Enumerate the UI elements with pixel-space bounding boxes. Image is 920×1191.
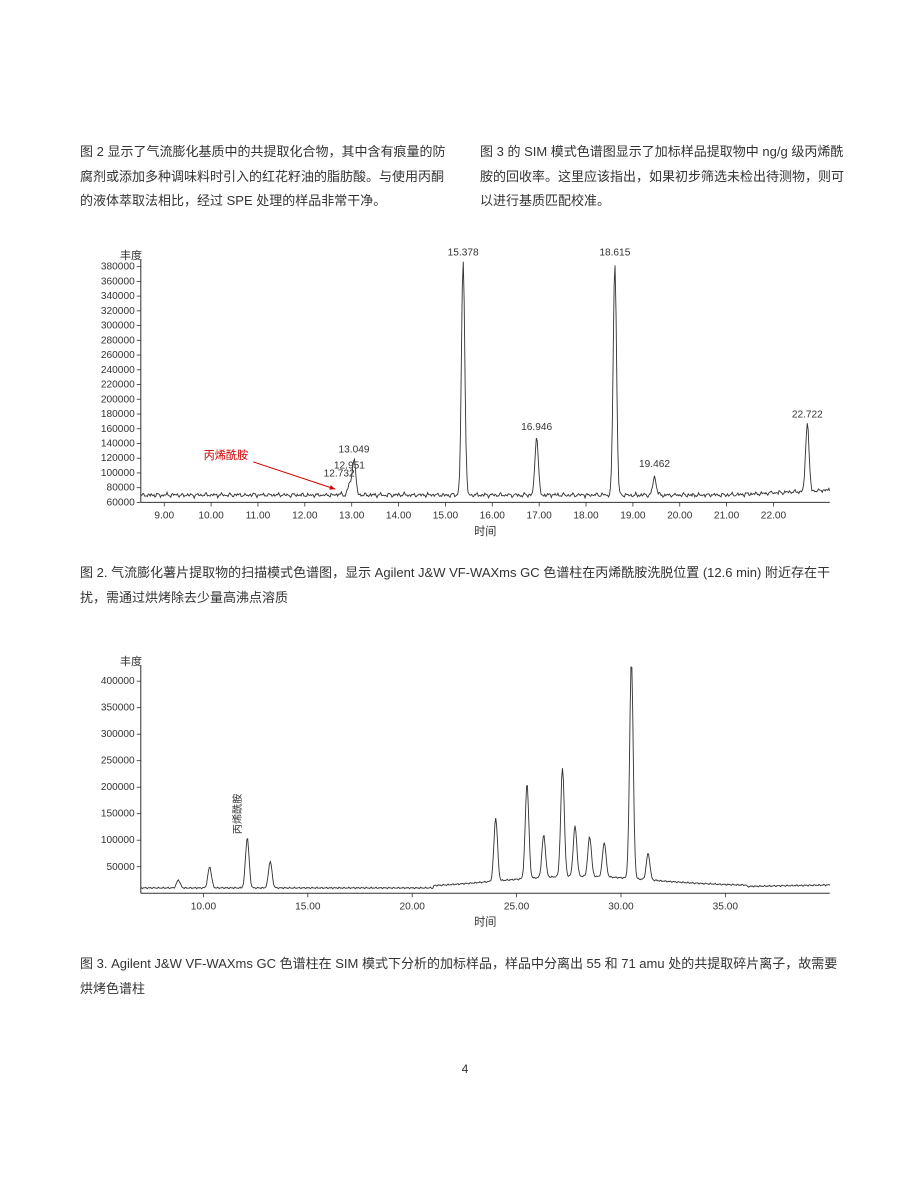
svg-text:360000: 360000 — [101, 276, 135, 287]
svg-text:50000: 50000 — [107, 862, 136, 873]
svg-text:280000: 280000 — [101, 335, 135, 346]
svg-text:240000: 240000 — [101, 365, 135, 376]
svg-text:160000: 160000 — [101, 424, 135, 435]
svg-text:19.462: 19.462 — [639, 459, 670, 470]
svg-text:20.00: 20.00 — [667, 511, 693, 522]
svg-text:380000: 380000 — [101, 262, 135, 273]
svg-text:19.00: 19.00 — [620, 511, 646, 522]
chart-1-container: 丰度 60000 80000 100000 120000 140000 160000 180… — [80, 239, 850, 543]
svg-text:100000: 100000 — [101, 836, 135, 847]
svg-text:80000: 80000 — [107, 483, 136, 494]
svg-text:300000: 300000 — [101, 730, 135, 741]
svg-text:22.722: 22.722 — [792, 410, 823, 421]
svg-text:300000: 300000 — [101, 321, 135, 332]
page-number: 4 — [80, 1062, 850, 1076]
svg-text:400000: 400000 — [101, 677, 135, 688]
svg-text:30.00: 30.00 — [608, 902, 634, 913]
svg-text:200000: 200000 — [101, 394, 135, 405]
svg-text:140000: 140000 — [101, 439, 135, 450]
svg-text:320000: 320000 — [101, 306, 135, 317]
svg-text:15.00: 15.00 — [433, 511, 459, 522]
svg-text:200000: 200000 — [101, 783, 135, 794]
svg-text:60000: 60000 — [107, 498, 136, 509]
svg-text:17.00: 17.00 — [526, 511, 552, 522]
svg-text:10.00: 10.00 — [191, 902, 217, 913]
chart1-y-title: 丰度 — [120, 247, 142, 263]
svg-text:22.00: 22.00 — [761, 511, 787, 522]
svg-text:15.378: 15.378 — [448, 248, 479, 259]
svg-text:12.00: 12.00 — [292, 511, 318, 522]
svg-text:11.00: 11.00 — [246, 511, 271, 522]
caption-1: 图 2. 气流膨化薯片提取物的扫描模式色谱图，显示 Agilent J&W VF… — [80, 561, 850, 610]
chart-2-chromatogram: 50000 100000 150000 200000 250000 300000 35000… — [80, 645, 850, 934]
svg-text:21.00: 21.00 — [714, 511, 740, 522]
svg-text:18.615: 18.615 — [599, 248, 630, 259]
intro-right: 图 3 的 SIM 模式色谱图显示了加标样品提取物中 ng/g 级丙烯酰胺的回收… — [480, 140, 850, 214]
svg-text:180000: 180000 — [101, 409, 135, 420]
svg-text:13.049: 13.049 — [339, 444, 370, 455]
caption-2: 图 3. Agilent J&W VF-WAXms GC 色谱柱在 SIM 模式… — [80, 952, 850, 1001]
svg-text:16.946: 16.946 — [521, 422, 552, 433]
svg-text:15.00: 15.00 — [295, 902, 321, 913]
svg-text:时间: 时间 — [474, 525, 496, 538]
svg-text:340000: 340000 — [101, 291, 135, 302]
svg-text:20.00: 20.00 — [400, 902, 426, 913]
svg-text:220000: 220000 — [101, 380, 135, 391]
svg-text:丙烯酰胺: 丙烯酰胺 — [204, 448, 249, 462]
svg-text:18.00: 18.00 — [573, 511, 599, 522]
svg-text:250000: 250000 — [101, 756, 135, 767]
svg-text:100000: 100000 — [101, 468, 135, 479]
chart-1-chromatogram: 60000 80000 100000 120000 140000 160000 180000… — [80, 239, 850, 543]
chart-2-container: 丰度 50000 100000 150000 200000 250000 300000 35… — [80, 645, 850, 934]
svg-text:120000: 120000 — [101, 453, 135, 464]
svg-text:350000: 350000 — [101, 703, 135, 714]
svg-text:丙烯酰胺: 丙烯酰胺 — [231, 794, 244, 835]
svg-text:16.00: 16.00 — [480, 511, 506, 522]
svg-text:150000: 150000 — [101, 809, 135, 820]
svg-text:260000: 260000 — [101, 350, 135, 361]
chart2-y-title: 丰度 — [120, 653, 142, 669]
svg-text:时间: 时间 — [474, 916, 496, 929]
svg-text:25.00: 25.00 — [504, 902, 530, 913]
intro-paragraphs: 图 2 显示了气流膨化基质中的共提取化合物，其中含有痕量的防腐剂或添加多种调味料… — [80, 140, 850, 214]
svg-text:10.00: 10.00 — [198, 511, 224, 522]
svg-text:12.951: 12.951 — [334, 461, 365, 472]
svg-text:35.00: 35.00 — [713, 902, 739, 913]
svg-text:13.00: 13.00 — [339, 511, 365, 522]
svg-text:14.00: 14.00 — [386, 511, 412, 522]
svg-text:9.00: 9.00 — [154, 511, 174, 522]
intro-left: 图 2 显示了气流膨化基质中的共提取化合物，其中含有痕量的防腐剂或添加多种调味料… — [80, 140, 450, 214]
